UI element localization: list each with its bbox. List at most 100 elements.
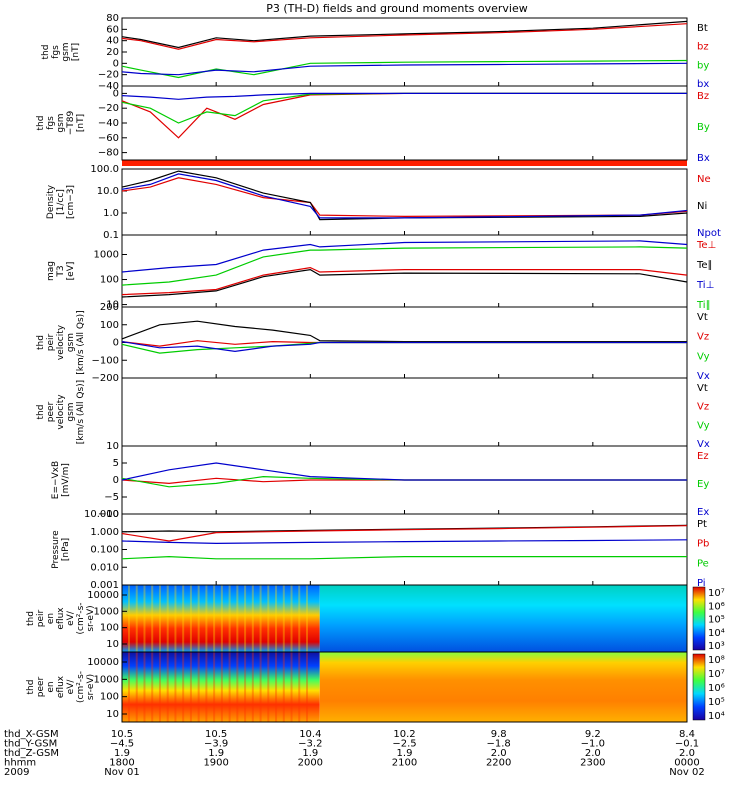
spectrogram-streak [259,652,262,722]
spectrogram-quiet-region [319,652,687,722]
y-axis-label-line: Pressure [51,530,61,569]
spectrogram-streak [135,585,138,652]
legend-item-ti: Ti⊥ [696,280,714,291]
series-line-bx [121,62,688,76]
spectrogram-streak [189,652,192,722]
y-axis-label: thdpeirenefluxeV/(cm²-s-sr-eV) [26,602,96,634]
y-axis-label: Density[1/cc][cm−3] [46,184,76,219]
ephemeris-value: −2.5 [392,739,416,750]
y-tick-label: −100 [92,355,119,366]
series-line-bx [121,92,687,100]
panel-e_field: E=−VxB[mV/m] 10 5 0 −5 −10 Ez Ey Ex [51,441,709,520]
y-axis-label-line: eV/ [66,679,76,695]
spectrogram-streak [244,652,247,722]
series-line-ti [121,240,688,273]
spectrogram-streak [290,652,293,722]
y-axis-label-line: sr-eV) [86,605,96,631]
ephemeris-value: 10.5 [205,729,227,740]
spectrogram-quiet-region [319,585,687,652]
spectrogram-streak [220,585,223,652]
legend-item-ey: Ey [697,479,709,490]
spectrogram-streak [128,585,130,652]
y-tick-label: 0 [113,338,119,349]
y-axis-label-line: sr-eV) [86,674,96,700]
y-tick-label: 10 [106,639,119,650]
panel-fgs_gsm_minus_t89: thdfgsgsm−T89[nT] 0 −20 −40 −60 −80 Bz By Bx [36,85,710,164]
y-axis-label: thdfgsgsm[nT] [41,42,81,61]
separator-band [122,160,687,166]
y-tick-label: −20 [98,103,119,114]
panel-density: Density[1/cc][cm−3] 100.0 10.0 1.0 0.1 Ne Ni Np… [46,164,721,241]
spectrogram-streak [251,585,254,652]
y-tick-label: 10000 [87,657,119,668]
spectrogram-streak [213,585,216,652]
x-axis-block: thd_X-GSM 10.5 10.5 10.4 10.2 9.8 9.2 8.4 thd_Y-… [4,729,705,778]
y-tick-label: −20 [98,70,119,81]
y-axis-label-line: en [46,613,56,624]
spectrogram-streak [143,585,146,652]
ephemeris-value: 2300 [580,758,605,769]
y-tick-label: 80 [106,13,119,24]
panel-pressure: Pressure[nPa] 10.000 1.000 0.100 0.010 0.001 P… [51,509,709,591]
series-line-ey [121,475,687,488]
series-line-vt [121,320,687,343]
spectrogram-streak [275,652,278,722]
y-axis-label-line: (cm²-s- [76,671,86,703]
spectrogram-streak [166,585,169,652]
legend-item-ni: Ni [697,201,707,212]
spectrogram-streak [236,652,239,722]
legend-item-bx: Bx [697,153,710,164]
y-tick-label: −80 [98,148,119,159]
y-axis-label-line: gsm [56,113,66,132]
y-tick-label: 10 [106,300,119,311]
legend-item-pi: Pi [697,578,706,589]
spectrogram-streak [151,652,154,722]
y-axis-label-line: gsm [66,333,76,352]
y-axis-label-line: peir [36,609,46,627]
ephemeris-value: −1.0 [581,739,605,750]
y-axis-label-line: [mV/m] [61,463,71,497]
series-line-pi [121,539,688,545]
legend-item-bz: Bz [697,91,709,102]
spectrogram-streak [158,652,161,722]
date-start-label: Nov 01 [104,767,139,778]
year-label: 2009 [4,767,29,778]
y-axis-label: thdpeerenefluxeV/(cm²-s-sr-eV) [26,671,96,703]
series-line-ez [121,477,687,485]
spectrogram-active-region [122,652,320,722]
y-axis-label-line: Density [46,184,56,219]
y-axis-label-line: peer [36,676,46,697]
ephemeris-value: −3.9 [204,739,228,750]
legend-item-ne: Ne [697,174,711,185]
spectrogram-streak [135,652,138,722]
y-tick-label: 0.1 [103,230,119,241]
legend-item-bt: Bt [697,23,708,34]
colorbar-tick-label: 10⁶ [708,683,725,694]
spectrogram-streak [298,652,301,722]
chart-title: P3 (TH-D) fields and ground moments over… [266,2,528,15]
spectrogram-streak [182,585,185,652]
y-tick-label: −10 [98,509,119,520]
ephemeris-row-label: thd_Z-GSM [4,748,59,759]
y-tick-label: 0.001 [90,580,119,591]
y-tick-label: 0 [113,58,119,69]
y-tick-label: 0.100 [90,545,119,556]
ephemeris-value: 2.0 [585,748,601,759]
spectrogram-streak [228,585,231,652]
y-axis-label-line: [nT] [71,43,81,61]
y-tick-label: 1.000 [90,527,119,538]
y-axis-label: thdpeervelocitygsm[km/s (All Qs)] [36,380,86,444]
y-tick-label: 1.0 [103,208,119,219]
panel-temperature: magT3[eV] 1000 100 10 Te⊥ Te∥ Ti⊥ Ti∥ [46,234,716,311]
legend-item-vz: Vz [697,332,709,343]
ephemeris-row-label: thd_X-GSM [4,729,59,740]
ephemeris-value: 1.9 [114,748,130,759]
spectrogram-streak [267,585,270,652]
spectrogram-streak [282,585,285,652]
series-line-vx [121,341,687,353]
y-tick-label: −40 [98,81,119,92]
panel-peer_spectrogram: thdpeerenefluxeV/(cm²-s-sr-eV) 10000 1000 1… [26,651,725,723]
y-axis-label-line: peir [46,333,56,351]
colorbar-tick-label: 10⁴ [708,628,725,639]
